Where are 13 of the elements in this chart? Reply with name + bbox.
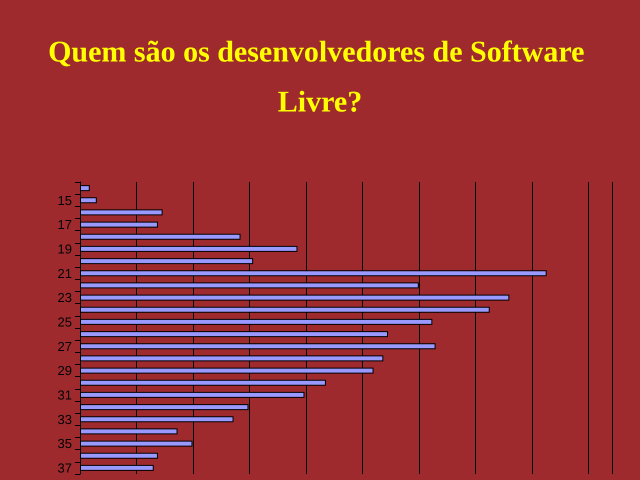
y-tick-label: 35 — [58, 436, 72, 452]
y-tick-label: 33 — [58, 412, 72, 427]
y-tick-label: 23 — [58, 290, 72, 306]
y-tick-label: 15 — [58, 192, 72, 208]
y-tick-label: 29 — [58, 363, 72, 378]
y-tick-label: 27 — [58, 338, 72, 354]
y-tick-label: 19 — [58, 241, 72, 256]
y-tick-label: 25 — [58, 314, 72, 330]
chart-title: Quem são os desenvolvedores de Software Livre? — [48, 36, 592, 118]
y-tick-label: 17 — [58, 217, 72, 232]
y-tick-label: 21 — [58, 266, 72, 281]
y-tick-label: 31 — [58, 387, 72, 402]
y-tick-label: 37 — [58, 460, 72, 476]
